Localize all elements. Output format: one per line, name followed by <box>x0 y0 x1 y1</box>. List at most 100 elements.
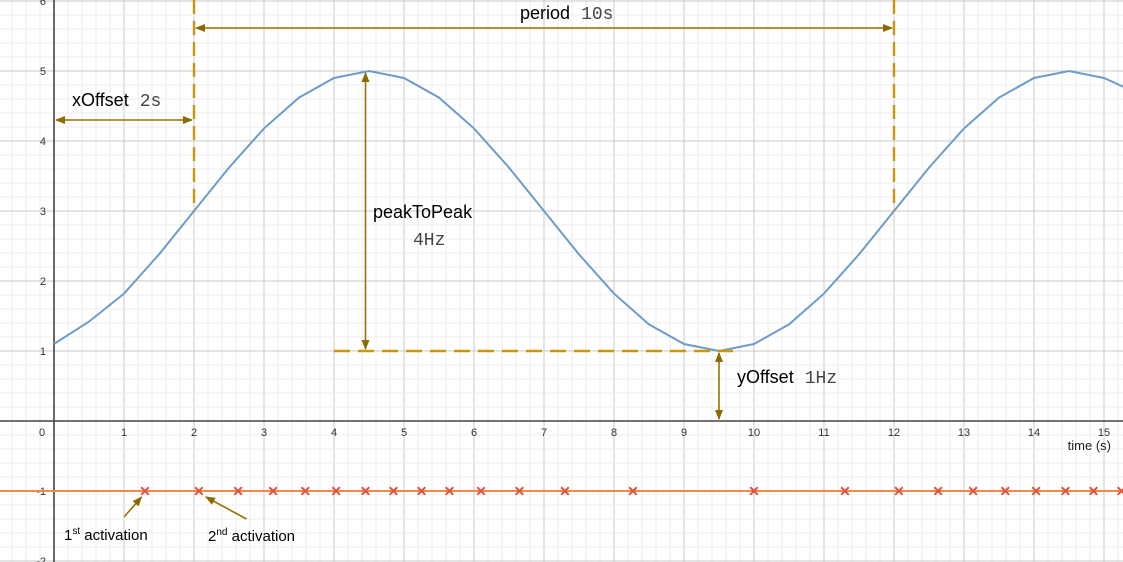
first-activation-text: activation <box>80 527 148 544</box>
second-activation-text: activation <box>227 528 295 545</box>
activation-marker-stroke <box>268 486 278 496</box>
second-activation-label: 2nd activation <box>208 527 295 545</box>
y-tick-label: -2 <box>36 556 46 562</box>
x-tick-label: 6 <box>471 427 477 439</box>
first-activation-suffix: st <box>72 526 80 537</box>
x-tick-label: 3 <box>261 427 267 439</box>
activation-marker-stroke <box>416 486 427 496</box>
y-tick-label: 1 <box>40 346 46 358</box>
x-tick-label: 4 <box>331 427 337 439</box>
activation-marker <box>514 486 525 496</box>
y-tick-label: 6 <box>40 0 46 8</box>
x-tick-label: 7 <box>541 427 547 439</box>
activation-marker <box>388 486 399 496</box>
activation-marker-stroke <box>933 486 943 496</box>
activation-marker-stroke <box>628 486 638 496</box>
activation-marker-stroke <box>514 486 525 496</box>
activation-marker <box>933 486 943 496</box>
second-activation-number: 2 <box>208 528 216 545</box>
x-tick-label: 15 <box>1098 427 1110 439</box>
x-tick-label: 11 <box>818 427 829 439</box>
activation-marker <box>1088 486 1099 496</box>
x-tick-label: 1 <box>121 427 127 439</box>
activation-marker <box>1031 486 1041 496</box>
activation-marker-stroke <box>194 486 204 496</box>
activation-marker-stroke <box>444 486 455 496</box>
y-tick-label: 3 <box>40 206 46 218</box>
x-tick-label: 0 <box>39 427 45 439</box>
peak-to-peak-value: 4Hz <box>413 231 445 251</box>
period-value: 10s <box>581 5 613 25</box>
activation-marker <box>968 486 978 496</box>
x-tick-label: 14 <box>1028 427 1040 439</box>
activation-marker-stroke <box>388 486 399 496</box>
yoffset-label: yOffset 1Hz <box>737 367 837 389</box>
period-label: period 10s <box>520 3 613 25</box>
activation-marker <box>894 486 904 496</box>
activation-marker-stroke <box>233 486 243 496</box>
x-axis-title: time (s) <box>1068 438 1111 453</box>
y-tick-label: 2 <box>40 276 46 288</box>
activation-marker <box>1116 486 1123 496</box>
activation-marker <box>1000 486 1010 496</box>
activation-marker <box>268 486 278 496</box>
x-tick-label: 12 <box>888 427 900 439</box>
x-tick-label: 10 <box>748 427 760 439</box>
activation-marker-stroke <box>476 486 486 496</box>
activation-marker-stroke <box>1000 486 1010 496</box>
yoffset-label-text: yOffset <box>737 367 794 387</box>
first-activation-pointer <box>123 496 143 518</box>
second-activation-pointer <box>205 496 247 520</box>
activation-marker <box>331 486 341 496</box>
activation-marker-stroke <box>140 486 150 496</box>
activation-marker-stroke <box>360 486 371 496</box>
first-activation-label: 1st activation <box>64 526 148 544</box>
yoffset-value: 1Hz <box>805 369 837 389</box>
activation-marker <box>444 486 455 496</box>
activation-marker-stroke <box>560 486 570 496</box>
second-activation-suffix: nd <box>216 527 227 538</box>
activation-marker-stroke <box>749 486 759 496</box>
x-tick-label: 2 <box>191 427 197 439</box>
xoffset-label-text: xOffset <box>72 90 129 110</box>
activation-marker <box>1060 486 1071 496</box>
activation-marker <box>476 486 486 496</box>
activation-marker-stroke <box>894 486 904 496</box>
xoffset-label: xOffset 2s <box>72 90 161 112</box>
peak-to-peak-label: peakToPeak <box>373 202 473 222</box>
activation-marker-stroke <box>300 486 310 496</box>
activation-marker <box>749 486 759 496</box>
activation-marker-stroke <box>1060 486 1071 496</box>
activation-marker <box>300 486 310 496</box>
y-tick-label: 4 <box>40 136 46 148</box>
series-layer <box>0 69 1123 492</box>
period-label-text: period <box>520 3 570 23</box>
x-tick-label: 8 <box>611 427 617 439</box>
x-tick-label: 13 <box>958 427 970 439</box>
x-tick-label: 5 <box>401 427 407 439</box>
activation-marker <box>194 486 204 496</box>
activation-marker-stroke <box>331 486 341 496</box>
activation-marker <box>233 486 243 496</box>
activation-marker <box>140 486 150 496</box>
first-activation-number: 1 <box>64 527 72 544</box>
activation-marker-stroke <box>968 486 978 496</box>
activation-markers <box>140 486 1123 496</box>
activation-marker <box>416 486 427 496</box>
activation-marker <box>628 486 638 496</box>
xoffset-value: 2s <box>140 92 162 112</box>
x-tick-label: 9 <box>681 427 687 439</box>
activation-marker <box>360 486 371 496</box>
activation-marker <box>560 486 570 496</box>
y-tick-label: 5 <box>40 66 46 78</box>
activation-marker-stroke <box>840 486 850 496</box>
activation-marker-stroke <box>1031 486 1041 496</box>
activation-marker <box>840 486 850 496</box>
sine-curve <box>53 69 1123 353</box>
annotations <box>55 0 896 520</box>
activation-marker-stroke <box>1088 486 1099 496</box>
